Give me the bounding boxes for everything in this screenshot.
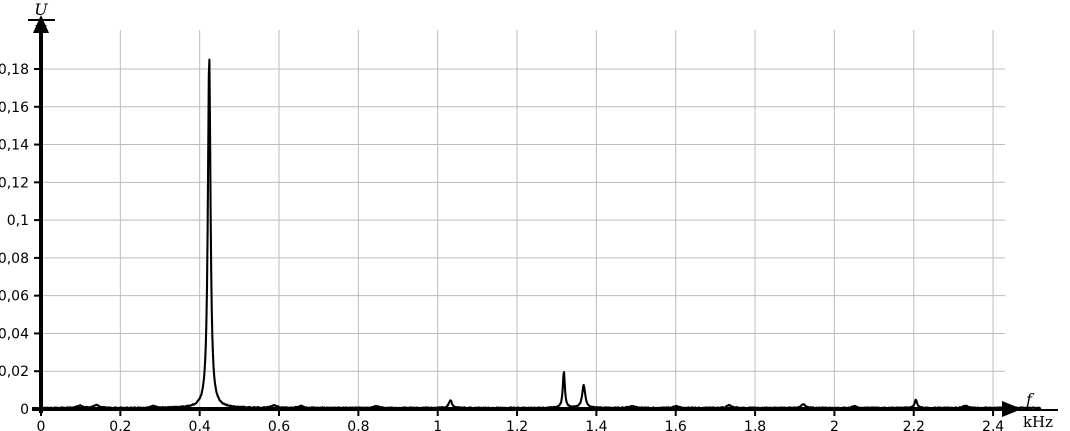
- y-tick-label: 0,16: [0, 100, 29, 116]
- x-tick-label: 2: [830, 419, 839, 431]
- x-tick-label: 1,8: [744, 419, 766, 431]
- x-tick-label: 1,2: [506, 419, 528, 431]
- y-tick-label: 0,06: [0, 289, 29, 305]
- x-tick-labels: 0 0,2 0,4 0,6 0,8 1 1,2 1,4 1,6 1,8 2 2,2 2,4: [37, 419, 1005, 431]
- spectrum-line: [39, 58, 1042, 410]
- y-tick-label: 0,02: [0, 364, 29, 380]
- y-tick-label: 0,14: [0, 138, 29, 154]
- y-tick-label: 0: [20, 402, 29, 418]
- x-tick-label: 0,8: [347, 419, 369, 431]
- grid-lines: [41, 30, 1005, 409]
- y-tick-label: 0,1: [7, 213, 29, 229]
- y-tick-label: 0,18: [0, 62, 29, 78]
- x-tick-label: 1,4: [585, 419, 607, 431]
- x-tick-label: 0,6: [268, 419, 290, 431]
- y-axis-title-symbol: U: [34, 0, 48, 19]
- y-axis-title-unit: V: [35, 22, 48, 40]
- x-tick-label: 0: [37, 419, 46, 431]
- x-tick-label: 1,6: [665, 419, 687, 431]
- axis-titles: f kHz UV: [28, 0, 1058, 431]
- x-tick-label: 1: [433, 419, 442, 431]
- y-tick-labels: 0 0,02 0,04 0,06 0,08 0,1 0,12 0,14 0,16 0,18: [0, 62, 29, 418]
- y-axis-arrowhead: [33, 15, 49, 33]
- x-tick-label: 0,4: [189, 419, 211, 431]
- x-axis-arrowhead: [1002, 401, 1022, 417]
- x-tick-label: 2,2: [903, 419, 925, 431]
- y-tick-label: 0,04: [0, 326, 29, 342]
- x-axis-title-symbol: f: [1025, 390, 1035, 409]
- x-tick-label: 2,4: [982, 419, 1004, 431]
- y-tick-label: 0,12: [0, 175, 29, 191]
- x-axis-title-unit: kHz: [1023, 413, 1053, 431]
- spectrum-trace: [39, 58, 1042, 410]
- x-tick-label: 0,2: [109, 419, 131, 431]
- y-tick-label: 0,08: [0, 251, 29, 267]
- y-axis: [33, 15, 49, 413]
